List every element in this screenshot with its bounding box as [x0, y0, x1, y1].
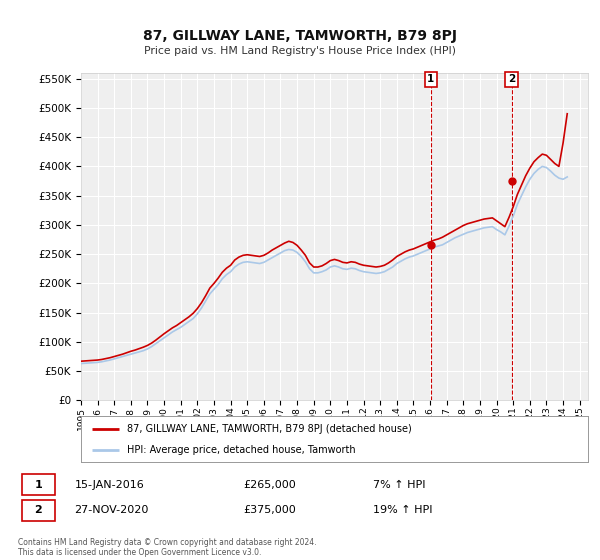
Text: 1: 1 — [427, 74, 434, 85]
Text: 15-JAN-2016: 15-JAN-2016 — [74, 480, 144, 489]
Text: Contains HM Land Registry data © Crown copyright and database right 2024.: Contains HM Land Registry data © Crown c… — [18, 538, 317, 547]
Text: HPI: Average price, detached house, Tamworth: HPI: Average price, detached house, Tamw… — [127, 445, 355, 455]
Text: 1: 1 — [34, 480, 42, 489]
Text: Price paid vs. HM Land Registry's House Price Index (HPI): Price paid vs. HM Land Registry's House … — [144, 46, 456, 56]
Text: This data is licensed under the Open Government Licence v3.0.: This data is licensed under the Open Gov… — [18, 548, 262, 557]
FancyBboxPatch shape — [22, 474, 55, 496]
FancyBboxPatch shape — [22, 500, 55, 521]
Text: £375,000: £375,000 — [244, 506, 296, 515]
Text: 87, GILLWAY LANE, TAMWORTH, B79 8PJ (detached house): 87, GILLWAY LANE, TAMWORTH, B79 8PJ (det… — [127, 424, 412, 434]
Text: 19% ↑ HPI: 19% ↑ HPI — [373, 506, 433, 515]
Text: 7% ↑ HPI: 7% ↑ HPI — [373, 480, 426, 489]
Text: 2: 2 — [508, 74, 515, 85]
Text: 27-NOV-2020: 27-NOV-2020 — [74, 506, 149, 515]
Text: 2: 2 — [34, 506, 42, 515]
Text: 87, GILLWAY LANE, TAMWORTH, B79 8PJ: 87, GILLWAY LANE, TAMWORTH, B79 8PJ — [143, 29, 457, 43]
Text: £265,000: £265,000 — [244, 480, 296, 489]
